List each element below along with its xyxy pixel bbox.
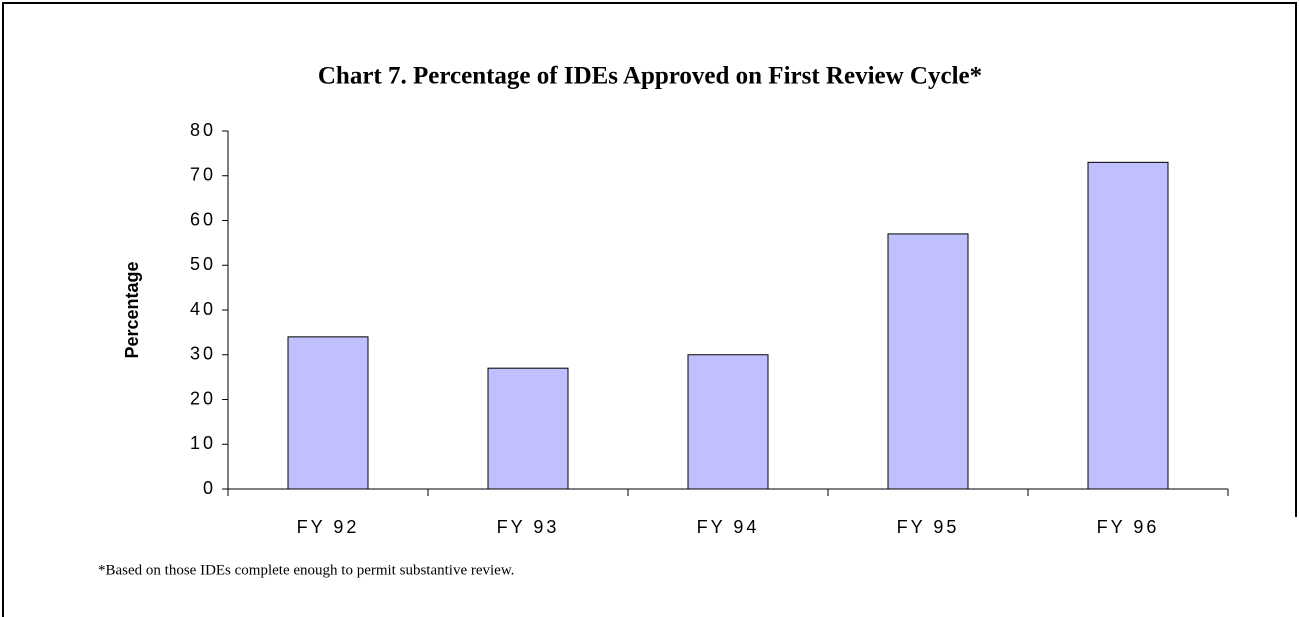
y-tick-label: 40 — [190, 299, 216, 319]
y-tick-label: 0 — [203, 478, 216, 498]
bar — [287, 336, 369, 490]
y-tick-label: 10 — [190, 433, 216, 453]
y-tick-label: 30 — [190, 344, 216, 364]
y-tick-label: 80 — [190, 120, 216, 140]
y-tick-label: 60 — [190, 209, 216, 229]
x-tick-label: FY 95 — [897, 517, 960, 537]
bar — [887, 233, 969, 490]
bar — [487, 367, 569, 490]
chart-title: Chart 7. Percentage of IDEs Approved on … — [318, 63, 982, 90]
footnote: *Based on those IDEs complete enough to … — [98, 562, 514, 578]
y-tick-label: 20 — [190, 388, 216, 408]
x-tick-label: FY 94 — [697, 517, 760, 537]
bar — [1087, 161, 1169, 490]
y-tick-label: 50 — [190, 254, 216, 274]
x-tick-label: FY 93 — [497, 517, 560, 537]
x-tick-label: FY 96 — [1097, 517, 1160, 537]
y-tick-label: 70 — [190, 165, 216, 185]
x-tick-label: FY 92 — [297, 517, 360, 537]
bar — [687, 354, 769, 490]
y-axis-label: Percentage — [122, 261, 142, 358]
